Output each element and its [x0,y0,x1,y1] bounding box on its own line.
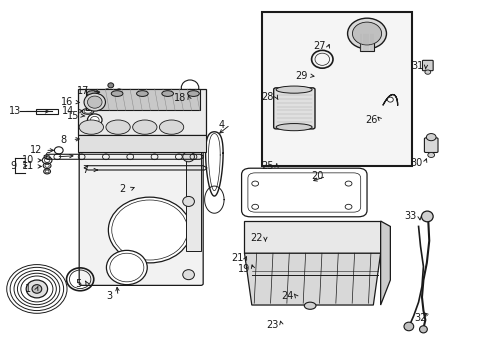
Ellipse shape [424,70,430,74]
FancyBboxPatch shape [273,88,314,129]
Ellipse shape [352,22,381,45]
Ellipse shape [84,93,105,111]
Text: 4: 4 [218,120,224,130]
Text: 2: 2 [119,184,125,194]
Ellipse shape [132,120,157,134]
Ellipse shape [104,89,110,94]
Text: 16: 16 [61,97,73,107]
Text: 31: 31 [410,62,423,71]
Ellipse shape [386,97,392,102]
Text: 1: 1 [25,284,31,294]
Ellipse shape [108,197,191,263]
FancyBboxPatch shape [422,60,432,71]
Text: 24: 24 [281,291,293,301]
Ellipse shape [403,322,413,331]
FancyBboxPatch shape [106,104,184,145]
Ellipse shape [26,280,47,298]
Bar [186,152,201,251]
Ellipse shape [116,89,122,94]
Polygon shape [244,221,380,253]
Ellipse shape [347,18,386,49]
FancyBboxPatch shape [424,138,437,153]
Text: 33: 33 [404,211,416,221]
Text: 29: 29 [295,71,307,81]
Text: 25: 25 [261,161,274,171]
Polygon shape [244,253,380,305]
Polygon shape [78,89,205,135]
Text: 3: 3 [106,291,112,301]
Ellipse shape [187,91,199,96]
Text: 12: 12 [30,145,42,156]
Bar [261,12,411,166]
Text: 7: 7 [82,165,88,175]
Polygon shape [78,135,205,152]
Text: 10: 10 [22,156,34,165]
Bar [360,33,373,51]
Polygon shape [380,221,389,305]
Text: 22: 22 [250,233,263,243]
Ellipse shape [87,96,102,108]
Text: 26: 26 [365,115,377,125]
Text: 20: 20 [310,171,323,181]
Ellipse shape [183,152,194,162]
Ellipse shape [106,250,147,285]
Ellipse shape [276,86,311,93]
FancyBboxPatch shape [79,132,203,285]
Text: 23: 23 [266,320,278,330]
Text: 32: 32 [413,312,426,323]
Ellipse shape [79,120,103,134]
Text: 27: 27 [313,41,325,51]
Polygon shape [86,89,200,111]
Ellipse shape [159,120,183,134]
Ellipse shape [32,285,41,293]
Text: 8: 8 [61,135,66,145]
Text: 17: 17 [77,86,89,96]
Ellipse shape [82,109,94,114]
Ellipse shape [427,153,434,157]
Ellipse shape [304,302,315,309]
Ellipse shape [106,120,130,134]
Ellipse shape [87,91,99,96]
Text: 28: 28 [261,92,273,102]
Ellipse shape [421,211,432,222]
Ellipse shape [276,123,311,131]
Text: 14: 14 [62,107,75,116]
Ellipse shape [87,114,102,126]
Text: 5: 5 [75,279,81,289]
Text: 15: 15 [67,111,80,121]
Ellipse shape [183,270,194,280]
Ellipse shape [426,134,435,141]
Ellipse shape [183,197,194,206]
Ellipse shape [162,91,173,96]
Ellipse shape [136,91,148,96]
Text: 11: 11 [22,161,34,171]
Ellipse shape [108,83,114,88]
Text: 9: 9 [10,161,17,171]
Text: 13: 13 [9,107,21,116]
Text: 30: 30 [409,158,422,168]
Ellipse shape [111,91,122,96]
Text: 21: 21 [230,253,243,263]
Ellipse shape [419,326,427,333]
Text: 18: 18 [174,93,186,103]
Text: 19: 19 [238,264,250,274]
Text: 6: 6 [44,152,51,162]
Bar [36,109,58,114]
